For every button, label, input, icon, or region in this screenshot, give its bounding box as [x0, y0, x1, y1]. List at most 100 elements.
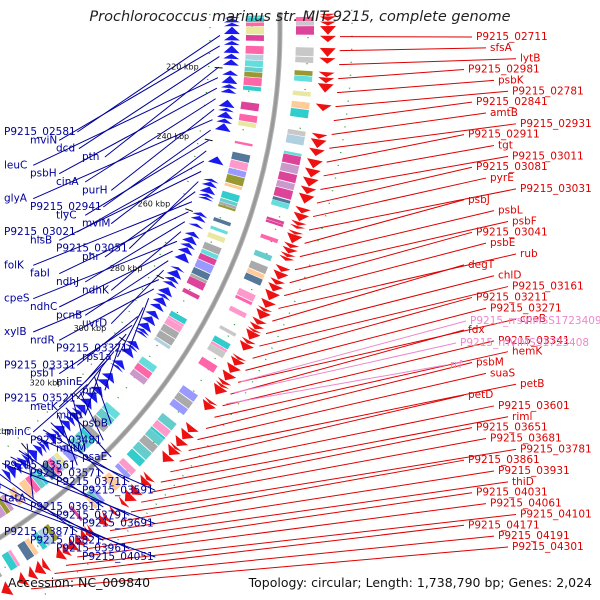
tick-mark-1: [204, 138, 213, 142]
cog-box-reverse-11: [243, 76, 262, 87]
forward-gene-leader-23: [259, 286, 509, 347]
reverse-gene-arrow-63: [124, 343, 138, 353]
reverse-gene-leader-18: [84, 221, 186, 283]
forward-gene-arrow-56: [230, 355, 245, 366]
cog-box-forward-25: [275, 179, 295, 191]
cog-box-reverse-98: [0, 505, 7, 519]
cog-box-forward-56: [207, 343, 226, 359]
cog-box-reverse-15: [240, 101, 260, 112]
forward-gene-label-11: P9215_03011: [512, 150, 584, 162]
forward-gene-arrow-3: [319, 25, 336, 35]
forward-gene-label-39: P9215_03861: [468, 454, 540, 466]
cog-box-reverse-59: [153, 336, 171, 350]
reverse-gene-arrow-10: [222, 70, 239, 76]
reverse-gene-arrow-36: [190, 216, 206, 223]
reverse-gene-leader-1: [58, 45, 221, 141]
genome-backbone-ring: [0, 9, 353, 600]
cog-box-reverse-85: [50, 455, 66, 472]
reverse-gene-label-49: P9215_03821: [30, 534, 102, 546]
forward-gene-arrow-48: [252, 316, 267, 325]
reverse-gene-leader-39: [65, 407, 112, 458]
forward-gene-arrow-45: [261, 297, 276, 308]
forward-gene-arrow-94: [56, 546, 68, 560]
forward-gene-arrow-26: [298, 192, 315, 204]
forward-gene-leader-39: [120, 459, 465, 522]
reverse-gene-leader-16: [33, 201, 193, 266]
cog-box-reverse-82: [60, 444, 78, 463]
reverse-gene-label-23: uvrD: [82, 318, 107, 330]
forward-gene-arrow-0: [319, 13, 336, 17]
forward-gene-arrow-31: [290, 223, 306, 229]
cog-box-reverse-4: [245, 35, 264, 41]
forward-gene-arrow-18: [311, 132, 328, 139]
forward-gene-arrow-55: [232, 353, 247, 362]
tick-label-1: 240 kbp: [157, 132, 190, 141]
reverse-gene-arrow-49: [162, 281, 177, 289]
cog-box-forward-42: [246, 267, 265, 280]
reverse-gene-label-17: fabI: [30, 268, 50, 280]
reverse-gene-leader-3: [104, 66, 220, 158]
forward-gene-leader-9: [326, 134, 465, 163]
reverse-gene-label-21: ndhC: [30, 301, 57, 313]
forward-gene-arrow-30: [291, 219, 307, 226]
map-title: Prochlorococcus marinus str. MIT 9215, c…: [89, 9, 511, 25]
cog-box-reverse-91: [25, 475, 41, 493]
forward-gene-arrow-7: [319, 57, 336, 64]
gc-skew-dotted-ring-1: [0, 14, 211, 454]
reverse-gene-arrow-13: [220, 88, 237, 94]
cog-box-reverse-43: [197, 252, 217, 266]
reverse-gene-arrow-75: [74, 404, 87, 416]
reverse-gene-label-15: phr: [82, 251, 100, 263]
reverse-gene-arrow-88: [23, 451, 34, 464]
forward-gene-leader-20: [278, 253, 517, 309]
reverse-gene-leader-32: [76, 351, 115, 399]
forward-gene-arrow-44: [265, 288, 280, 301]
cog-box-reverse-55: [167, 315, 185, 327]
reverse-gene-arrow-7: [223, 53, 240, 60]
forward-gene-arrow-76: [143, 471, 156, 483]
forward-gene-leader-5: [335, 90, 509, 108]
reverse-gene-label-40: P9215_03561: [4, 459, 76, 471]
forward-gene-label-40: P9215_03931: [498, 465, 570, 477]
cog-box-forward-100: [8, 549, 21, 567]
forward-gene-leader-8: [329, 123, 517, 149]
forward-gene-arrow-38: [279, 254, 295, 261]
cog-box-forward-70: [152, 419, 171, 438]
reverse-gene-leader-20: [33, 240, 178, 300]
reverse-gene-label-8: glyA: [4, 193, 28, 205]
forward-gene-label-17: psbF: [512, 215, 537, 227]
forward-gene-arrow-10: [318, 77, 335, 84]
reverse-gene-label-10: tlyC: [56, 209, 77, 221]
reverse-gene-arrow-95: [0, 481, 1, 490]
forward-gene-arrow-53: [239, 340, 254, 351]
forward-gene-arrow-69: [181, 427, 194, 440]
forward-gene-arrow-103: [1, 581, 14, 595]
forward-gene-label-38: P9215_03781: [520, 443, 592, 455]
cog-box-forward-83: [90, 487, 105, 503]
forward-gene-arrow-101: [18, 571, 30, 586]
cog-box-forward-77: [118, 457, 137, 476]
reverse-gene-arrow-81: [50, 428, 62, 440]
reverse-gene-label-43: P9215_03591: [82, 484, 154, 496]
reverse-gene-arrow-53: [152, 297, 167, 307]
reverse-gene-label-35: psbB: [82, 418, 108, 430]
forward-gene-leader-29: [214, 351, 509, 418]
reverse-gene-arrow-42: [180, 243, 195, 251]
reverse-gene-arrow-29: [199, 186, 216, 196]
tick-mark-5: [73, 393, 81, 400]
forward-gene-label-45: P9215_04171: [468, 519, 540, 531]
reverse-gene-leader-36: [32, 384, 88, 433]
forward-gene-arrow-80: [124, 489, 137, 502]
forward-gene-arrow-52: [241, 336, 256, 345]
reverse-gene-label-36: minC: [4, 426, 31, 438]
cog-box-reverse-45: [191, 266, 211, 281]
cog-box-reverse-84: [53, 452, 69, 469]
cog-box-forward-103: [0, 572, 3, 578]
reverse-gene-arrow-66: [112, 360, 125, 371]
cog-box-forward-35: [260, 233, 279, 244]
reverse-gene-arrow-62: [126, 341, 140, 351]
genome-summary-text: Topology: circular; Length: 1,738,790 bp…: [248, 575, 592, 590]
reverse-gene-leader-42: [42, 429, 130, 483]
forward-gene-leader-34: [170, 405, 495, 473]
forward-gene-leader-38: [130, 448, 517, 513]
